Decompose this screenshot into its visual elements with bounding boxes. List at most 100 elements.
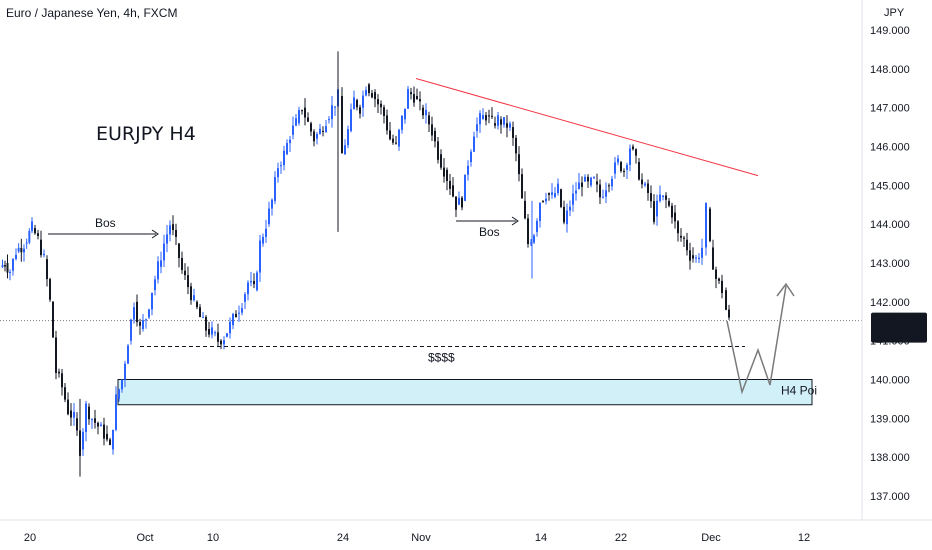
candle-body <box>151 292 153 310</box>
candle-body <box>154 279 156 291</box>
candle-body <box>725 290 727 310</box>
candle-body <box>118 389 120 399</box>
candle-body <box>701 247 703 258</box>
candle-body <box>557 183 559 194</box>
candle-body <box>497 115 499 126</box>
candle-body <box>374 92 376 100</box>
candle-body <box>674 212 676 222</box>
poi-zone: H4 Poi <box>117 379 817 406</box>
candle-body <box>356 99 358 108</box>
candle-body <box>268 208 270 225</box>
candle-body <box>187 275 189 288</box>
candle-body <box>623 171 625 173</box>
candle-body <box>130 319 132 341</box>
candle-body <box>578 182 580 190</box>
bos-right-label: Bos <box>479 225 500 239</box>
time-tick-label: 24 <box>337 532 349 544</box>
time-tick-label: 12 <box>798 532 810 544</box>
candle-body <box>334 106 336 108</box>
candle-body <box>404 108 406 120</box>
candle-body <box>341 96 343 154</box>
candle-body <box>256 272 258 291</box>
candle-body <box>434 130 436 142</box>
candle-body <box>67 399 69 415</box>
candle-body <box>494 123 496 126</box>
candle-body <box>331 105 333 120</box>
candle-body <box>536 220 538 232</box>
candle-body <box>437 141 439 160</box>
candle-body <box>23 248 25 253</box>
candle-body <box>175 229 177 237</box>
candle-body <box>542 200 544 202</box>
candle-body <box>668 200 670 206</box>
candle-body <box>380 103 382 108</box>
candle-body <box>76 418 78 431</box>
candle-body <box>4 265 6 267</box>
candle-body <box>464 174 466 201</box>
candle-body <box>28 230 31 243</box>
candle-body <box>410 92 412 95</box>
candle-body <box>458 197 460 205</box>
candle-body <box>635 149 637 156</box>
candle-body <box>671 205 673 218</box>
candle-body <box>638 162 640 180</box>
candle-body <box>139 322 141 326</box>
candle-body <box>262 236 264 244</box>
candle-body <box>530 242 532 244</box>
candle-body <box>196 301 198 308</box>
candle-body <box>46 259 48 280</box>
candle-body <box>515 137 517 154</box>
candle-body <box>271 199 273 209</box>
price-tick-label: 146.000 <box>870 142 910 154</box>
candle-body <box>527 218 529 245</box>
candle-body <box>632 146 634 150</box>
candle-body <box>611 178 613 187</box>
candle-body <box>500 119 502 125</box>
candle-body <box>413 94 415 103</box>
candle-body <box>656 200 658 217</box>
candle-body <box>274 177 276 201</box>
candle-body <box>106 433 108 440</box>
candle-body <box>232 313 234 326</box>
candle-body <box>533 235 535 243</box>
candle-body <box>322 130 324 132</box>
resistance-trendline <box>415 78 759 177</box>
candle-body <box>392 138 394 143</box>
candle-body <box>12 258 14 271</box>
candle-body <box>142 320 144 330</box>
candle-body <box>575 190 577 194</box>
candle-body <box>482 115 484 120</box>
price-tick-label: 144.000 <box>870 219 910 231</box>
candle-body <box>581 182 583 187</box>
candle-body <box>467 165 469 175</box>
candle-body <box>473 136 475 152</box>
candle-body <box>319 128 321 134</box>
candle-body <box>677 221 679 234</box>
candle-body <box>614 162 616 174</box>
candle-body <box>680 235 682 238</box>
candle-body <box>277 168 279 178</box>
candle-body <box>506 123 508 128</box>
candle-body <box>313 131 315 142</box>
candle-body <box>244 294 246 302</box>
candle-body <box>476 124 478 131</box>
candle-body <box>100 424 102 427</box>
candle-body <box>692 255 694 259</box>
time-tick-label: Oct <box>136 532 153 544</box>
candle-body <box>512 127 514 138</box>
candle-body <box>20 247 23 253</box>
candle-body <box>383 107 385 116</box>
time-tick-label: 22 <box>615 532 627 544</box>
candle-body <box>365 89 367 96</box>
candle-body <box>163 243 165 261</box>
candle-body <box>304 107 306 118</box>
time-tick-label: Nov <box>411 532 431 544</box>
candle-body <box>452 185 454 197</box>
candle-body <box>70 410 72 418</box>
candle-body <box>1 265 4 267</box>
candle-body <box>425 109 427 116</box>
candle-body <box>485 115 487 121</box>
candle-body <box>650 193 652 202</box>
candle-body <box>124 363 126 380</box>
